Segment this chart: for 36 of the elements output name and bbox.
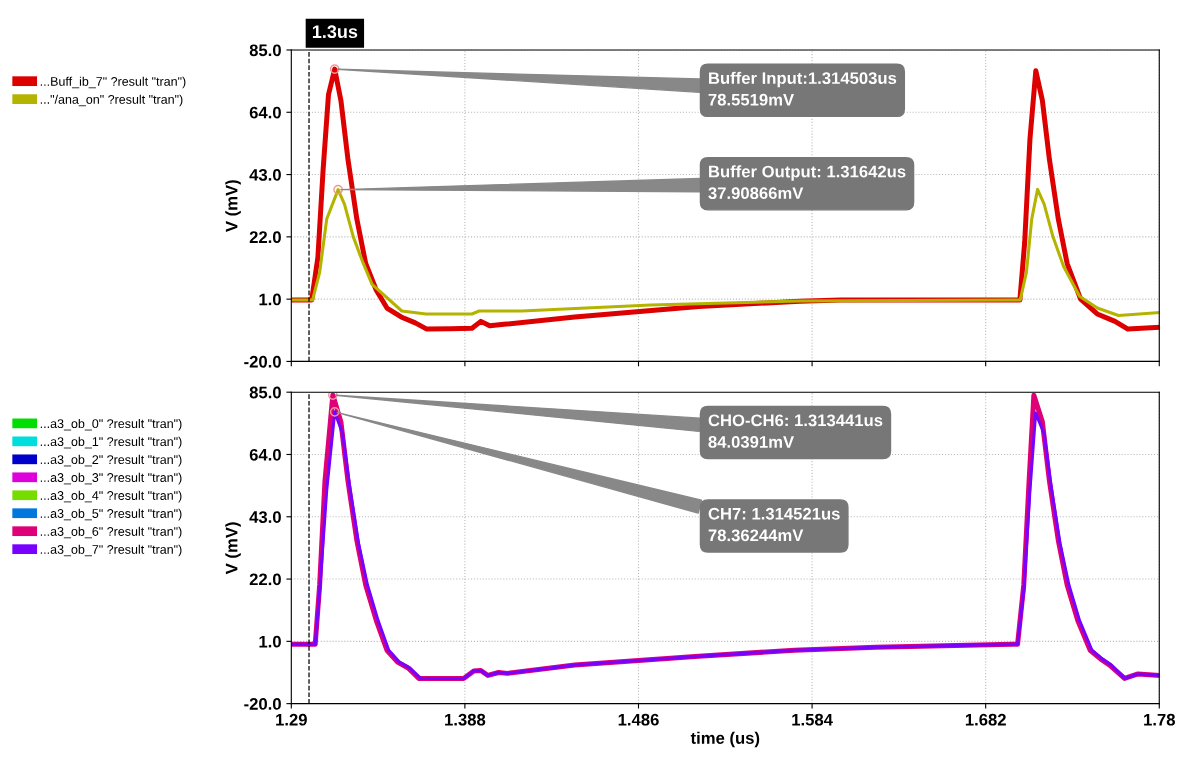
x-tick-label: 1.584 — [792, 713, 833, 726]
y-axis-title: V (mV) — [225, 522, 241, 575]
ref-line-label: 1.3us — [312, 25, 358, 39]
y-tick-label: 85.0 — [249, 386, 281, 399]
y-tick-label: 43.0 — [249, 511, 281, 523]
legend-label: ...a3_ob_7" ?result "tran") — [40, 544, 182, 557]
legend-label: ...a3_ob_2" ?result "tran") — [40, 454, 182, 467]
x-tick-label: 1.486 — [618, 713, 659, 726]
annotation: CH7: 1.314521us 78.36244mV — [708, 507, 840, 542]
y-tick-label: 22.0 — [249, 573, 281, 586]
x-tick-label: 1.388 — [445, 713, 486, 726]
y-tick-label: 22.0 — [249, 231, 281, 244]
legend-label: ...a3_ob_5" ?result "tran") — [40, 508, 182, 521]
y-tick-label: 64.0 — [249, 106, 281, 119]
legend-label: ...a3_ob_1" ?result "tran") — [40, 436, 182, 449]
y-tick-label: -20.0 — [244, 355, 281, 368]
x-tick-label: 1.682 — [965, 713, 1006, 726]
y-tick-label: 85.0 — [249, 44, 281, 57]
y-tick-label: 64.0 — [249, 448, 281, 461]
legend-label: ...a3_ob_4" ?result "tran") — [40, 490, 182, 503]
x-tick-label: 1.29 — [276, 713, 307, 726]
y-tick-label: 1.0 — [259, 293, 281, 306]
y-axis-title: V (mV) — [225, 180, 241, 232]
legend-label: ...a3_ob_0" ?result "tran") — [40, 418, 182, 431]
x-tick-label: 1.78 — [1144, 713, 1175, 726]
annotation: CHO-CH6: 1.313441us 84.0391mV — [708, 414, 883, 448]
x-axis-title: time (us) — [690, 731, 760, 748]
legend-label: ...Buff_ib_7" ?result "tran") — [40, 76, 186, 89]
legend-label: ...a3_ob_6" ?result "tran") — [40, 526, 182, 539]
y-tick-label: -20.0 — [244, 698, 281, 710]
legend-label: ..."/ana_on" ?result "tran") — [40, 94, 183, 107]
y-tick-label: 1.0 — [259, 635, 281, 648]
legend-label: ...a3_ob_3" ?result "tran") — [40, 472, 182, 485]
y-tick-label: 43.0 — [249, 168, 281, 181]
annotation: Buffer Input:1.314503us 78.5519mV — [708, 71, 897, 106]
annotation: Buffer Output: 1.31642us 37.90866mV — [708, 165, 906, 200]
